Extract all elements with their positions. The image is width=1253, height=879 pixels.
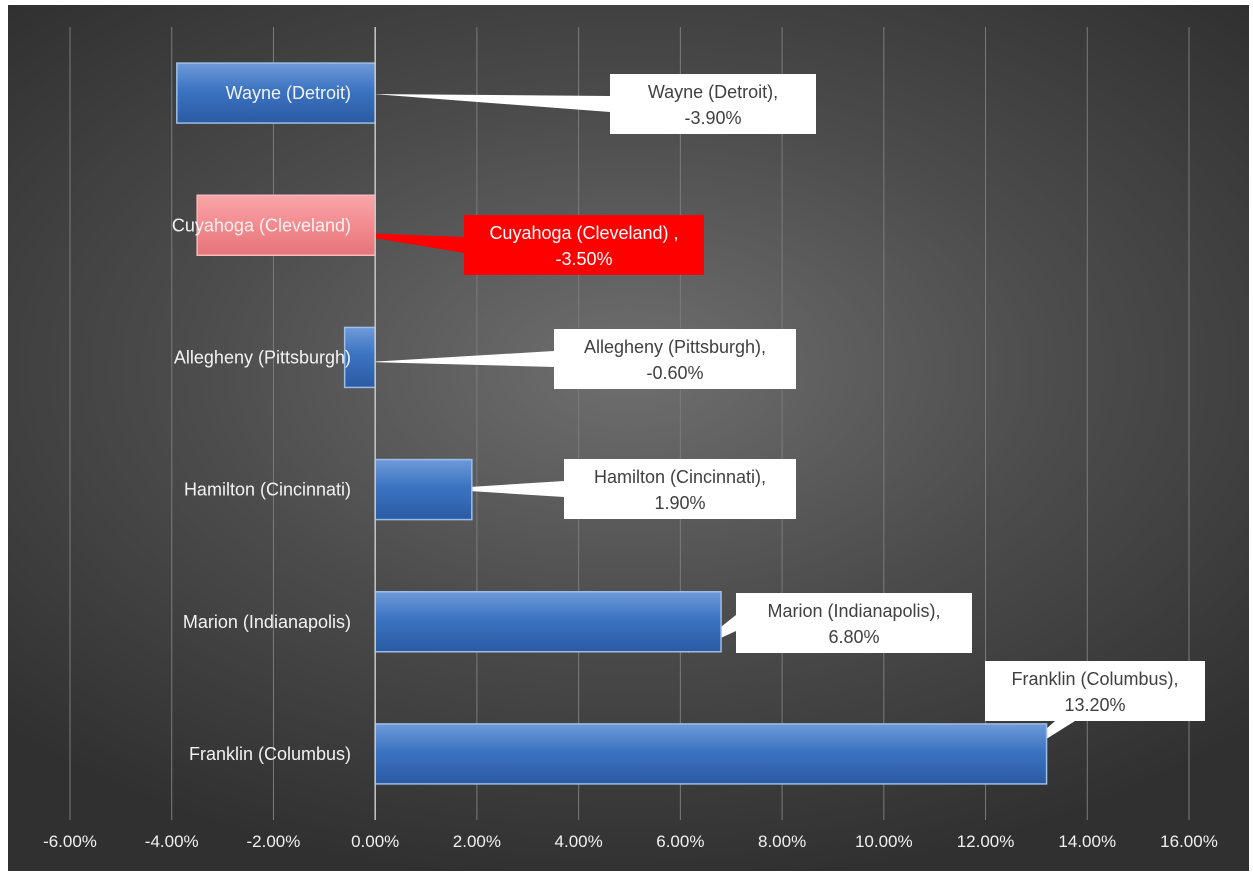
- category-label-marion-indianapolis: Marion (Indianapolis): [183, 612, 351, 632]
- x-tick-label: 4.00%: [555, 832, 603, 851]
- x-tick-label: -4.00%: [145, 832, 199, 851]
- data-label-name-allegheny-pittsburgh: Allegheny (Pittsburgh),: [584, 337, 766, 357]
- callout-leader-wayne-detroit: [373, 94, 610, 112]
- bar-chart: Wayne (Detroit) Cuyahoga (Cleveland) Alleg…: [43, 27, 1218, 851]
- data-label-name-wayne-detroit: Wayne (Detroit),: [648, 82, 778, 102]
- data-label-value-allegheny-pittsburgh: -0.60%: [646, 363, 703, 383]
- callout-box-hamilton-cincinnati: [564, 459, 796, 519]
- x-tick-label: 16.00%: [1160, 832, 1218, 851]
- callout-box-cuyahoga-cleveland: [464, 215, 704, 275]
- category-label-wayne-detroit: Wayne (Detroit): [226, 83, 351, 103]
- leader-lines: [338, 94, 1075, 763]
- data-label-name-cuyahoga-cleveland: Cuyahoga (Cleveland) ,: [489, 223, 678, 243]
- x-tick-label: 8.00%: [758, 832, 806, 851]
- bar-allegheny-pittsburgh: [343, 326, 376, 389]
- category-label-allegheny-pittsburgh: Allegheny (Pittsburgh): [174, 347, 351, 367]
- data-label-callouts: Wayne (Detroit), -3.90% Cuyahoga (Clevelan…: [464, 74, 1205, 721]
- x-tick-label: 12.00%: [957, 832, 1015, 851]
- bar-wayne-detroit: [176, 62, 376, 124]
- data-label-value-wayne-detroit: -3.90%: [684, 108, 741, 128]
- x-tick-label: 2.00%: [453, 832, 501, 851]
- bars: [176, 62, 1048, 785]
- category-labels: Wayne (Detroit) Cuyahoga (Cleveland) Alleg…: [172, 83, 351, 764]
- callout-box-franklin-columbus: [985, 661, 1205, 721]
- data-label-value-cuyahoga-cleveland: -3.50%: [555, 249, 612, 269]
- category-label-franklin-columbus: Franklin (Columbus): [189, 744, 351, 764]
- x-tick-label: 6.00%: [656, 832, 704, 851]
- bar-franklin-columbus: [374, 723, 1048, 785]
- callout-box-marion-indianapolis: [736, 593, 972, 653]
- data-label-name-marion-indianapolis: Marion (Indianapolis),: [767, 601, 940, 621]
- category-label-hamilton-cincinnati: Hamilton (Cincinnati): [184, 480, 351, 500]
- x-tick-label: -6.00%: [43, 832, 97, 851]
- data-label-value-franklin-columbus: 13.20%: [1064, 695, 1125, 715]
- chart-area: Wayne (Detroit) Cuyahoga (Cleveland) Alleg…: [8, 5, 1249, 871]
- x-tick-label: 0.00%: [351, 832, 399, 851]
- data-label-value-marion-indianapolis: 6.80%: [828, 627, 879, 647]
- x-axis-tick-labels: -6.00% -4.00% -2.00% 0.00% 2.00% 4.00% 6.00% 8.…: [43, 832, 1218, 851]
- data-label-name-franklin-columbus: Franklin (Columbus),: [1011, 669, 1178, 689]
- callout-leader-hamilton-cincinnati: [438, 481, 564, 497]
- x-tick-label: 14.00%: [1058, 832, 1116, 851]
- x-tick-label: 10.00%: [855, 832, 913, 851]
- callout-box-wayne-detroit: [610, 74, 816, 134]
- bar-marion-indianapolis: [374, 591, 722, 653]
- data-label-name-hamilton-cincinnati: Hamilton (Cincinnati),: [594, 467, 766, 487]
- callout-box-allegheny-pittsburgh: [554, 329, 796, 389]
- bar-hamilton-cincinnati: [374, 458, 473, 521]
- category-label-cuyahoga-cleveland: Cuyahoga (Cleveland): [172, 215, 351, 235]
- data-label-value-hamilton-cincinnati: 1.90%: [654, 493, 705, 513]
- callout-leader-allegheny-pittsburgh: [368, 351, 554, 367]
- x-tick-label: -2.00%: [247, 832, 301, 851]
